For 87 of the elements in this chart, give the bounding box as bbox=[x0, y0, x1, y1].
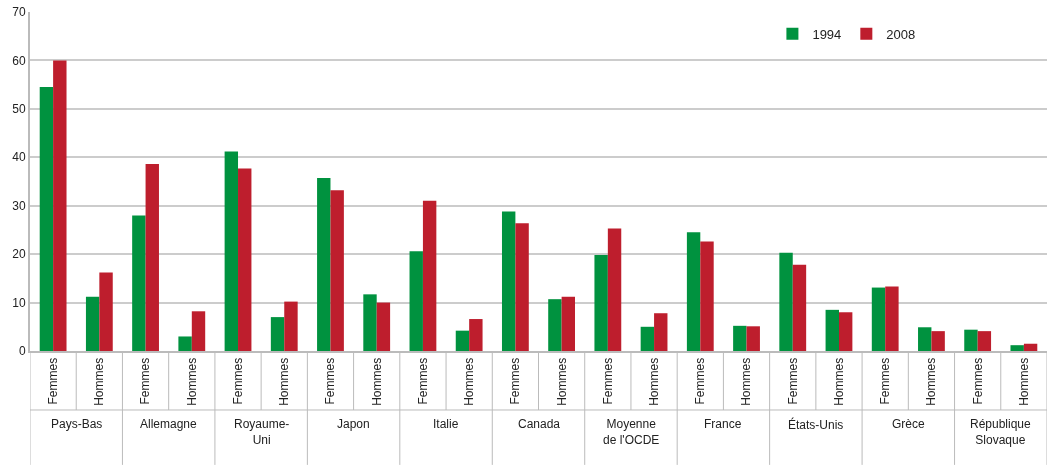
x-tick-label: Femmes bbox=[46, 357, 61, 405]
bar bbox=[99, 272, 113, 351]
bar bbox=[85, 296, 100, 351]
bar bbox=[561, 296, 576, 351]
x-tick-label: Hommes bbox=[277, 357, 292, 406]
y-tick-label: 30 bbox=[12, 198, 26, 213]
bar bbox=[733, 325, 747, 351]
x-tick-label: Hommes bbox=[646, 357, 661, 406]
x-tick-label: Hommes bbox=[369, 357, 384, 406]
bar bbox=[792, 264, 807, 351]
x-tick-label: Hommes bbox=[831, 357, 846, 406]
bar bbox=[838, 312, 853, 351]
bar bbox=[53, 60, 67, 351]
text: République Slovaque bbox=[970, 417, 1032, 447]
x-tick-label: Hommes bbox=[184, 357, 199, 406]
x-tick-label: Femmes bbox=[415, 357, 430, 405]
y-tick-label: 20 bbox=[12, 247, 26, 262]
x-tick-label: Hommes bbox=[1016, 357, 1031, 406]
bar bbox=[409, 251, 423, 351]
x-tick-label: Hommes bbox=[739, 357, 754, 406]
y-tick-label: 10 bbox=[12, 295, 26, 310]
text: France bbox=[704, 417, 742, 431]
bar bbox=[469, 319, 483, 351]
bar bbox=[746, 326, 760, 351]
bar bbox=[501, 211, 516, 351]
bar bbox=[1010, 345, 1024, 351]
bar bbox=[455, 330, 470, 351]
text: États-Unis bbox=[788, 417, 844, 432]
legend-label: 2008 bbox=[886, 26, 916, 42]
bar bbox=[224, 151, 239, 351]
bar bbox=[515, 223, 529, 351]
text: Grèce bbox=[892, 417, 925, 431]
bar bbox=[191, 311, 206, 351]
text: Royaume- Uni bbox=[234, 417, 290, 447]
bar bbox=[977, 331, 992, 351]
bar bbox=[330, 190, 344, 351]
bar bbox=[1023, 343, 1038, 351]
x-tick-label: Femmes bbox=[600, 357, 615, 405]
text: Moyenne de l'OCDE bbox=[603, 417, 660, 447]
x-tick-label: Femmes bbox=[138, 357, 153, 405]
bar bbox=[654, 313, 668, 351]
text: Allemagne bbox=[140, 417, 198, 431]
bar bbox=[284, 301, 298, 351]
x-tick-label: Hommes bbox=[924, 357, 939, 406]
x-tick-label: Femmes bbox=[878, 357, 893, 405]
y-tick-label: 50 bbox=[12, 102, 26, 117]
bar bbox=[779, 252, 793, 351]
bar bbox=[363, 294, 377, 351]
y-tick-label: 60 bbox=[12, 53, 26, 68]
x-tick-label: Hommes bbox=[462, 357, 477, 406]
bar bbox=[885, 286, 899, 351]
bar bbox=[317, 178, 331, 351]
bar bbox=[132, 215, 146, 351]
bar bbox=[607, 228, 622, 351]
bar bbox=[640, 326, 655, 351]
bar bbox=[700, 241, 714, 351]
x-tick-label: Femmes bbox=[693, 357, 708, 405]
x-tick-label: Femmes bbox=[230, 357, 245, 405]
x-tick-label: Femmes bbox=[785, 357, 800, 405]
text: Italie bbox=[433, 417, 459, 431]
y-tick-label: 0 bbox=[18, 344, 26, 359]
bar bbox=[964, 329, 978, 351]
bar bbox=[422, 200, 437, 351]
legend-label: 1994 bbox=[812, 26, 842, 42]
x-tick-label: Hommes bbox=[92, 357, 107, 406]
x-tick-label: Femmes bbox=[970, 357, 985, 405]
text: Canada bbox=[518, 417, 561, 431]
bar bbox=[594, 255, 608, 351]
text: Pays-Bas bbox=[51, 417, 103, 431]
x-tick-label: Hommes bbox=[554, 357, 569, 406]
text: Japon bbox=[337, 417, 370, 431]
bar bbox=[686, 232, 701, 351]
bar bbox=[39, 87, 54, 351]
bar bbox=[871, 287, 886, 351]
bar bbox=[238, 168, 252, 351]
bar bbox=[270, 317, 285, 351]
bar bbox=[825, 309, 839, 351]
bar bbox=[548, 299, 562, 351]
y-tick-label: 40 bbox=[12, 150, 26, 165]
bar bbox=[376, 302, 391, 351]
bar bbox=[145, 164, 159, 351]
bar bbox=[178, 336, 192, 351]
y-tick-label: 70 bbox=[12, 5, 26, 20]
bar bbox=[918, 327, 932, 351]
bar bbox=[931, 331, 945, 351]
x-tick-label: Femmes bbox=[323, 357, 338, 405]
x-tick-label: Femmes bbox=[508, 357, 523, 405]
